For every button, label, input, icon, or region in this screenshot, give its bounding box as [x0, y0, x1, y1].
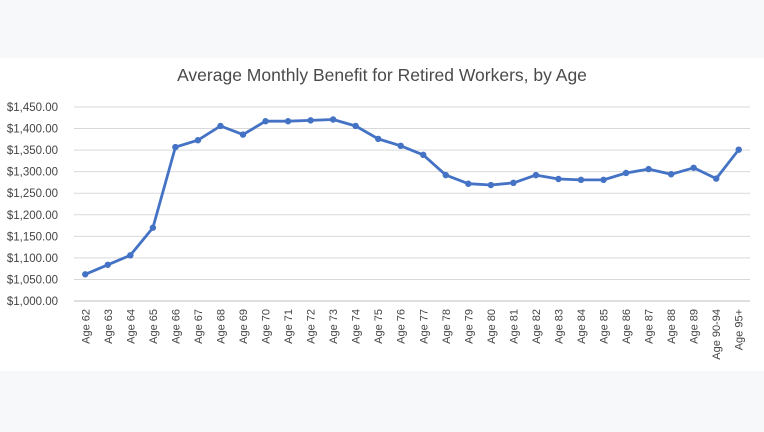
data-point	[555, 175, 562, 183]
series-line	[83, 118, 741, 276]
x-tick-label: Age 63	[103, 309, 115, 344]
data-point	[172, 143, 179, 151]
data-point	[713, 175, 720, 182]
data-point	[645, 165, 652, 173]
x-tick-label: Age 77	[418, 309, 430, 344]
y-tick-label: $1,400.00	[7, 124, 58, 136]
x-tick-label: Age 74	[351, 309, 363, 344]
x-tick-label: Age 75	[373, 309, 385, 344]
y-tick-label: $1,050.00	[7, 274, 58, 286]
x-tick-label: Age 73	[328, 309, 340, 344]
y-tick-label: $1,000.00	[7, 296, 58, 308]
x-tick-label: Age 64	[125, 309, 137, 344]
x-tick-label: Age 87	[644, 309, 656, 344]
data-point	[667, 171, 675, 178]
y-tick-label: $1,450.00	[7, 102, 58, 114]
data-point	[600, 176, 607, 184]
x-axis-tick-labels: Age 62 Age 63 Age 64 Age 65 Age 66 Age 67 Age …	[80, 309, 745, 360]
x-tick-label: Age 82	[531, 309, 543, 344]
chart-title: Average Monthly Benefit for Retired Work…	[177, 65, 587, 85]
top-background-band	[0, 0, 764, 58]
data-point	[104, 261, 112, 268]
data-point	[239, 131, 247, 138]
x-tick-label: Age 85	[599, 309, 611, 344]
x-tick-label: Age 76	[396, 309, 408, 344]
data-point	[532, 171, 540, 179]
data-point	[217, 122, 224, 130]
data-point	[82, 271, 89, 278]
data-point	[442, 171, 449, 179]
series-layer	[82, 116, 742, 278]
y-tick-label: $1,300.00	[7, 167, 58, 179]
data-point	[465, 180, 472, 187]
data-point	[690, 164, 697, 171]
data-point	[622, 169, 630, 177]
x-tick-label: Age 81	[508, 309, 520, 344]
data-point	[420, 151, 427, 159]
data-point	[510, 179, 517, 187]
x-tick-label: Age 71	[283, 309, 295, 344]
y-tick-label: $1,100.00	[7, 253, 58, 265]
y-axis-tick-labels: $1,000.00 $1,050.00 $1,100.00 $1,150.00 $1,2…	[7, 102, 58, 308]
y-tick-label: $1,350.00	[7, 145, 58, 157]
x-tick-label: Age 95+	[734, 309, 746, 350]
x-tick-label: Age 68	[215, 309, 227, 344]
x-tick-label: Age 70	[261, 309, 273, 344]
x-tick-label: Age 88	[666, 309, 678, 344]
x-tick-label: Age 89	[689, 309, 701, 344]
data-point	[307, 117, 314, 124]
x-tick-label: Age 66	[170, 309, 182, 344]
x-tick-label: Age 90-94	[711, 309, 723, 360]
y-tick-label: $1,150.00	[7, 231, 58, 243]
data-point	[127, 252, 134, 259]
data-point	[577, 176, 585, 184]
x-tick-label: Age 67	[193, 309, 205, 344]
data-point	[735, 146, 742, 153]
y-tick-label: $1,200.00	[7, 210, 58, 222]
data-point	[284, 118, 292, 125]
data-point	[352, 122, 359, 130]
data-point	[487, 181, 495, 189]
data-point	[329, 116, 337, 123]
x-tick-label: Age 69	[238, 309, 250, 344]
x-tick-label: Age 80	[486, 309, 498, 344]
x-tick-label: Age 83	[553, 309, 565, 344]
data-point	[397, 142, 404, 149]
x-tick-label: Age 79	[463, 309, 475, 344]
gridlines	[74, 106, 750, 302]
bottom-background-band	[0, 371, 764, 432]
x-tick-label: Age 86	[621, 309, 633, 344]
data-point	[194, 136, 202, 144]
x-tick-label: Age 78	[441, 309, 453, 344]
x-tick-label: Age 84	[576, 309, 588, 344]
x-tick-label: Age 65	[148, 309, 160, 344]
y-tick-label: $1,250.00	[7, 188, 58, 200]
data-point	[375, 135, 382, 143]
x-tick-label: Age 72	[306, 309, 318, 344]
data-point	[149, 224, 157, 231]
x-tick-label: Age 62	[80, 309, 92, 344]
data-point	[262, 118, 269, 125]
